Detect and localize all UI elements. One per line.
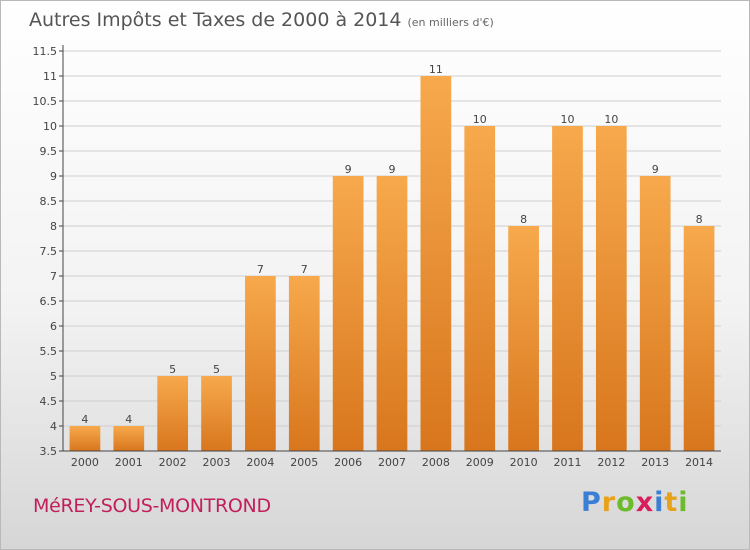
y-tick-label: 11.5 (33, 45, 58, 58)
logo-letter: i (678, 487, 689, 518)
y-tick-label: 4 (50, 420, 57, 433)
bar-2002 (157, 376, 189, 451)
y-tick-label: 3.5 (40, 445, 58, 458)
y-tick-label: 9.5 (40, 145, 58, 158)
data-label: 9 (652, 163, 659, 176)
bar-2008 (420, 76, 452, 451)
bar-2003 (201, 376, 232, 451)
data-label: 10 (473, 113, 487, 126)
data-label: 10 (560, 113, 574, 126)
x-axis: 2000 2001 2002 2003 2004 2005 2006 2007 2008 2009… (63, 450, 721, 469)
x-tick-label: 2009 (466, 456, 494, 469)
unit-label: (en milliers d'€) (407, 16, 494, 29)
y-tick-label: 4.5 (40, 395, 58, 408)
x-tick-label: 2001 (115, 456, 143, 469)
data-label: 10 (604, 113, 618, 126)
data-label: 4 (81, 413, 88, 426)
logo-letter: o (616, 487, 636, 518)
x-tick-label: 2007 (378, 456, 406, 469)
commune-name: MéREY-SOUS-MONTROND (33, 495, 271, 517)
y-tick-label: 10.5 (33, 95, 58, 108)
y-tick-label: 7.5 (40, 245, 58, 258)
y-tick-label: 8.5 (40, 195, 58, 208)
bar-2010 (508, 226, 539, 451)
data-label: 7 (257, 263, 264, 276)
bar-2009 (464, 126, 496, 451)
bars (69, 76, 715, 451)
logo-letter: x (635, 487, 655, 518)
data-label: 4 (125, 413, 132, 426)
x-tick-label: 2008 (422, 456, 450, 469)
x-tick-label: 2006 (334, 456, 362, 469)
bar-chart: 3.544.555.566.577.588.599.51010.51111.5 … (33, 45, 721, 469)
data-labels: 4 4 5 5 7 7 9 9 11 10 8 10 10 9 8 (81, 63, 702, 426)
x-tick-label: 2011 (553, 456, 581, 469)
y-tick-label: 9 (50, 170, 57, 183)
chart-title: Autres Impôts et Taxes de 2000 à 2014 (en… (29, 9, 494, 31)
logo-letter: r (601, 487, 617, 518)
y-axis: 3.5 4 4.5 5 5.5 6 6.5 7 7.5 8 8.5 9 9.5 10 10.5 11 11.5 (33, 45, 64, 458)
x-tick-label: 2010 (510, 456, 538, 469)
y-tick-label: 11 (43, 70, 57, 83)
y-tick-label: 5.5 (40, 345, 58, 358)
data-label: 8 (520, 213, 527, 226)
bar-2001 (113, 426, 145, 451)
x-tick-label: 2003 (203, 456, 231, 469)
bar-2005 (288, 276, 320, 451)
bar-2006 (332, 176, 364, 451)
x-tick-label: 2014 (685, 456, 713, 469)
x-tick-label: 2002 (159, 456, 187, 469)
bar-2004 (245, 276, 276, 451)
bar-2011 (552, 126, 583, 451)
bar-2007 (376, 176, 408, 451)
logo-letter: i (654, 487, 665, 518)
proxiti-logo[interactable]: Proxiti (581, 487, 689, 518)
y-tick-label: 8 (50, 220, 57, 233)
data-label: 9 (345, 163, 352, 176)
x-tick-label: 2013 (641, 456, 669, 469)
data-label: 5 (213, 363, 220, 376)
title-text: Autres Impôts et Taxes de 2000 à 2014 (29, 9, 402, 31)
bar-2012 (595, 126, 627, 451)
y-tick-label: 6.5 (40, 295, 58, 308)
logo-letter: t (664, 487, 679, 518)
x-tick-label: 2000 (71, 456, 99, 469)
y-tick-label: 6 (50, 320, 57, 333)
bar-2014 (683, 226, 715, 451)
y-tick-label: 10 (43, 120, 57, 133)
x-tick-label: 2012 (597, 456, 625, 469)
data-label: 11 (429, 63, 443, 76)
data-label: 5 (169, 363, 176, 376)
y-tick-label: 5 (50, 370, 57, 383)
y-tick-label: 7 (50, 270, 57, 283)
logo-letter: P (581, 487, 602, 518)
data-label: 7 (301, 263, 308, 276)
x-tick-label: 2005 (290, 456, 318, 469)
bar-2000 (69, 426, 101, 451)
x-tick-label: 2004 (246, 456, 274, 469)
bar-2013 (639, 176, 671, 451)
data-label: 9 (389, 163, 396, 176)
data-label: 8 (696, 213, 703, 226)
